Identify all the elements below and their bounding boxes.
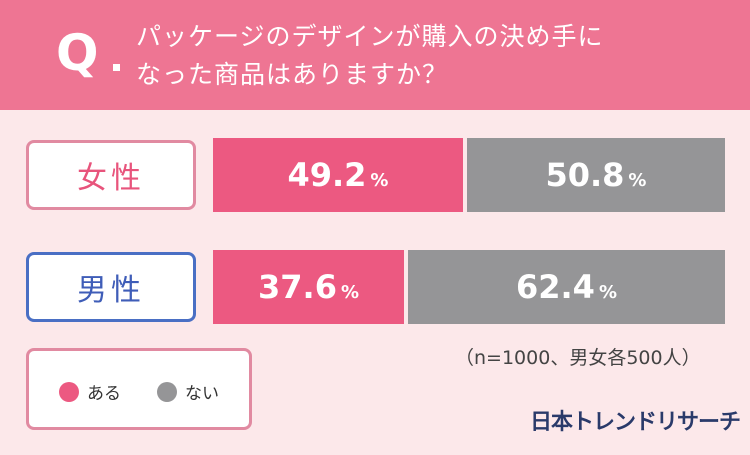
legend-label-yes: ある <box>87 384 121 404</box>
bar-unit-label: % <box>628 169 647 191</box>
bar-female-no: 50.8% <box>466 138 725 212</box>
bar-unit-label: % <box>370 169 389 191</box>
bar-male-no: 62.4% <box>408 250 725 324</box>
bar-value-label: 37.6 <box>258 268 337 306</box>
legend-dot-no <box>157 381 177 402</box>
bar-value-label: 49.2 <box>287 156 367 194</box>
brand-logo: 日本トレンドリサーチ <box>530 410 741 435</box>
header-banner: Q パッケージのデザインが購入の決め手に なった商品はありますか？ <box>0 0 750 110</box>
legend-item-no: ない <box>157 379 219 404</box>
bar-female-yes: 49.2% <box>213 138 463 212</box>
category-label-male: 男性 <box>26 252 196 322</box>
q-letter: Q <box>56 24 99 82</box>
legend-dot-yes <box>59 381 79 402</box>
question-text: パッケージのデザインが購入の決め手に なった商品はありますか？ <box>136 18 736 94</box>
bar-male-yes: 37.6% <box>213 250 404 324</box>
bar-value-label: 62.4 <box>515 268 595 306</box>
legend-label-no: ない <box>185 384 219 404</box>
question-line-2: なった商品はありますか？ <box>136 60 449 89</box>
legend-item-yes: ある <box>59 379 121 404</box>
question-line-1: パッケージのデザインが購入の決め手に <box>136 22 604 51</box>
bar-unit-label: % <box>340 281 359 303</box>
bar-value-label: 50.8 <box>545 156 625 194</box>
category-label-female: 女性 <box>26 140 196 210</box>
bar-unit-label: % <box>598 281 617 303</box>
sample-note: （n=1000、男女各500人） <box>455 347 701 369</box>
q-dot <box>113 64 120 71</box>
legend: ある ない <box>26 348 252 430</box>
